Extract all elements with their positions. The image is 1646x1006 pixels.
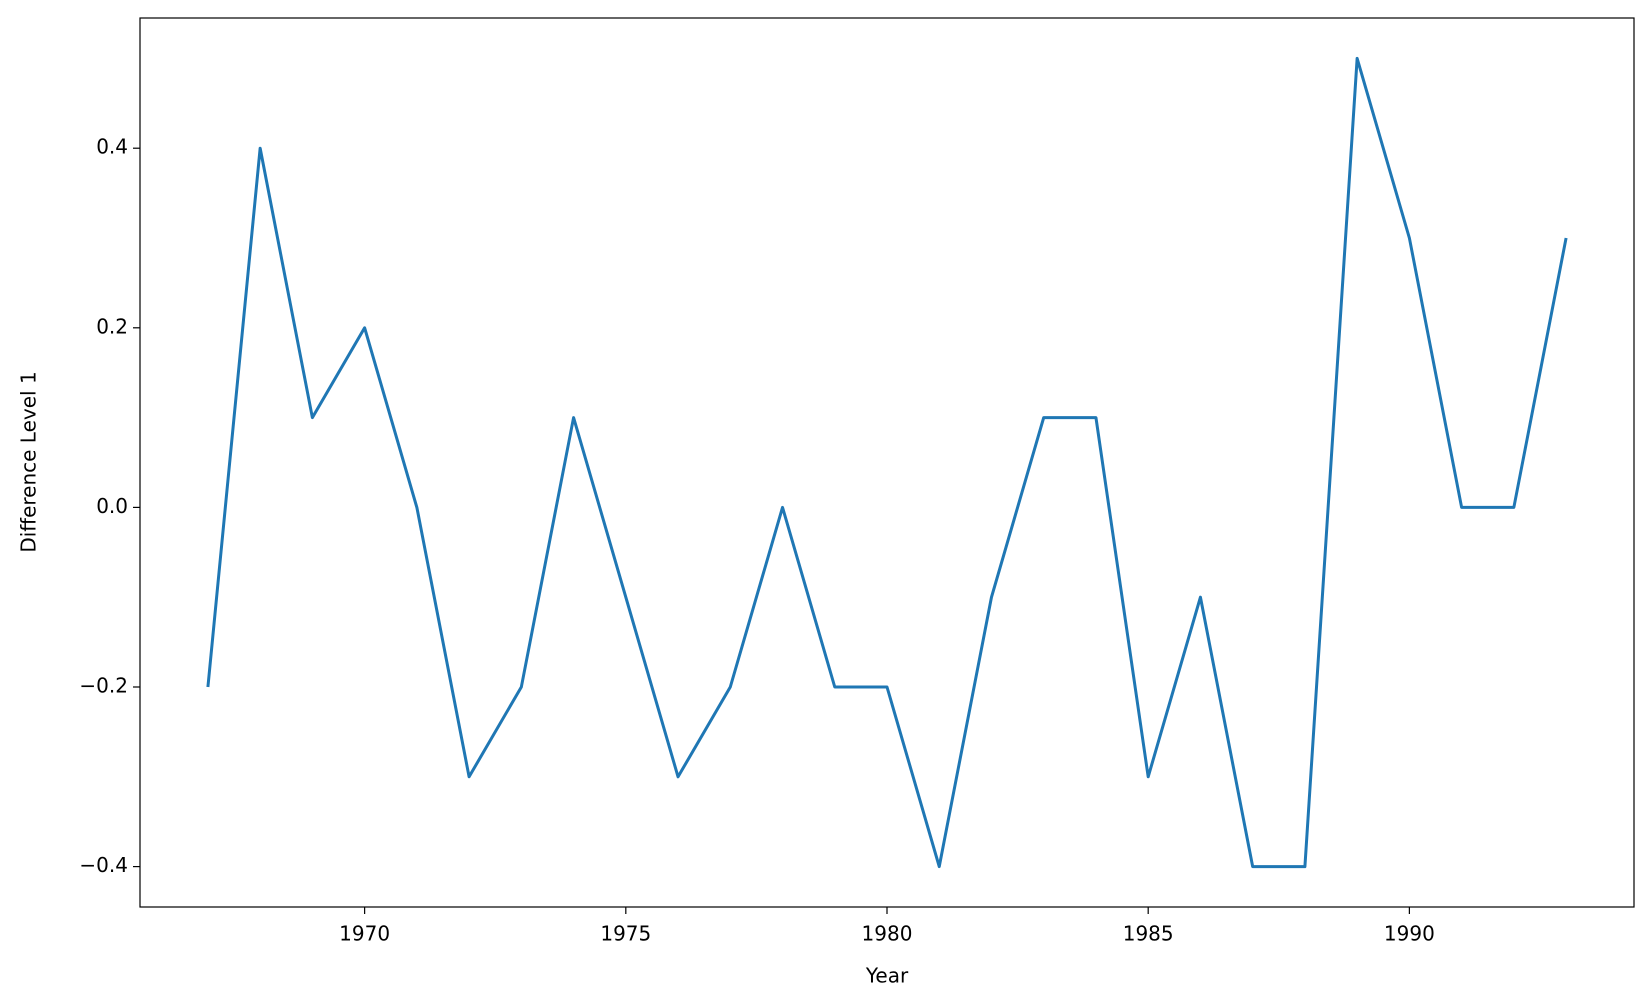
x-axis-label: Year [865,964,909,988]
x-tick-label: 1990 [1384,922,1435,946]
y-axis-label: Difference Level 1 [17,371,41,552]
y-tick-label: 0.4 [96,135,128,159]
y-tick-label: −0.2 [79,673,128,697]
x-tick-label: 1970 [339,922,390,946]
y-tick-label: −0.4 [79,853,128,877]
x-tick-label: 1975 [600,922,651,946]
y-tick-label: 0.2 [96,314,128,338]
plot-frame [139,17,1635,908]
y-tick-label: 0.0 [96,494,128,518]
data-line [206,56,1568,869]
x-tick-label: 1985 [1123,922,1174,946]
x-tick-label: 1980 [862,922,913,946]
